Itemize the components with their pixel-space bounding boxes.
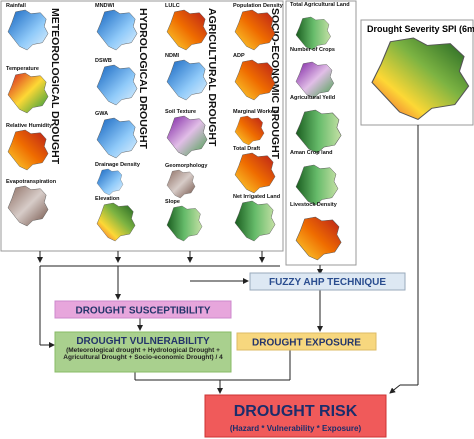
exposure-label-wrap: Agricultural Yeild <box>290 95 336 101</box>
fuzzy-box <box>249 272 406 291</box>
factor-map <box>7 72 49 114</box>
vulnerability-box <box>54 331 232 373</box>
factor-map <box>7 129 49 171</box>
factor-label: NDMI <box>165 53 180 59</box>
exposure-frame <box>285 0 357 266</box>
exposure-label-wrap: Number of Crops <box>290 47 335 53</box>
exposure-map <box>295 61 335 99</box>
factor-label: Geomorphology <box>165 163 208 169</box>
exposure-map <box>295 16 331 51</box>
exposure-item: Total Agricultural Land <box>290 2 350 8</box>
vulnerability-label: DROUGHT VULNERABILITY <box>76 336 210 347</box>
factor-map <box>166 115 208 157</box>
susceptibility-label: DROUGHT SUSCEPTIBILITY <box>75 306 210 317</box>
factor-map <box>7 9 49 51</box>
exposure-map <box>295 216 342 261</box>
factors-frame <box>0 0 284 252</box>
vulnerability-formula-wrap: (Meteorological drought + Hydrological D… <box>63 347 223 362</box>
factor-label: Rainfall <box>6 3 26 9</box>
factor-map <box>96 9 138 51</box>
exposure-label-wrap: Livestock Density <box>290 202 337 208</box>
exposure-label-wrap: Aman Crop land <box>290 150 333 156</box>
factor-label: DSWB <box>95 58 112 64</box>
exposure-label: DROUGHT EXPOSURE <box>252 338 361 349</box>
exposure-item: Number of Crops <box>290 47 335 53</box>
factor-map <box>166 59 208 101</box>
factor-label: Relative Humidity <box>6 123 53 129</box>
factor-map <box>166 169 196 199</box>
group-title: HYDROLOGICAL DROUGHT <box>137 8 149 150</box>
spi-frame <box>360 19 474 126</box>
connectors <box>37 125 419 394</box>
spi-title: Drought Severity SPI (6months) <box>367 24 474 34</box>
factor-map <box>234 200 276 242</box>
factor-map <box>234 115 265 146</box>
risk-formula: (Hazard * Vulnerability * Exposure) <box>230 424 362 433</box>
vulnerability-formula: (Meteorological drought + Hydrological D… <box>63 347 223 362</box>
risk-box <box>204 394 387 438</box>
exposure-item: Aman Crop land <box>290 150 333 156</box>
factor-label: LULC <box>165 3 180 9</box>
factor-label: GWA <box>95 111 108 117</box>
factor-label: Drainage Density <box>95 162 141 168</box>
susceptibility-box <box>54 300 232 319</box>
risk-label: DROUGHT RISK <box>234 403 358 420</box>
factor-map <box>96 168 124 196</box>
factor-map <box>96 117 138 159</box>
factor-label: Population Density <box>233 3 284 9</box>
exposure-box <box>236 332 377 351</box>
factor-label: Total Draft <box>233 146 260 152</box>
factor-label: Marginal Workers <box>233 109 279 115</box>
factor-label: Soil Texture <box>165 109 196 115</box>
factor-label: Elevation <box>95 196 120 202</box>
factor-label: Slope <box>165 199 180 205</box>
exposure-map <box>295 164 339 206</box>
factor-map <box>7 185 49 227</box>
factor-label: MNDWI <box>95 3 115 9</box>
group-title: AGRICULTURAL DROUGHT <box>206 8 218 147</box>
factor-map <box>166 9 208 51</box>
factor-label: Temperature <box>6 66 39 72</box>
factor-map <box>96 64 138 106</box>
factor-map <box>234 152 276 194</box>
exposure-item: Livestock Density <box>290 202 337 208</box>
factor-map <box>166 205 203 242</box>
spi-map <box>371 37 470 120</box>
factor-label: Net Irrigated Land <box>233 194 280 200</box>
factor-map <box>96 202 136 242</box>
fuzzy-label: FUZZY AHP TECHNIQUE <box>269 277 386 288</box>
exposure-label-wrap: Total Agricultural Land <box>290 2 350 8</box>
exposure-map <box>295 109 342 154</box>
group-title: METEOROLOGICAL DROUGHT <box>49 8 61 165</box>
exposure-item: Agricultural Yeild <box>290 95 336 101</box>
factor-label: Evapotranspiration <box>6 179 57 185</box>
factor-label: ADP <box>233 53 245 59</box>
